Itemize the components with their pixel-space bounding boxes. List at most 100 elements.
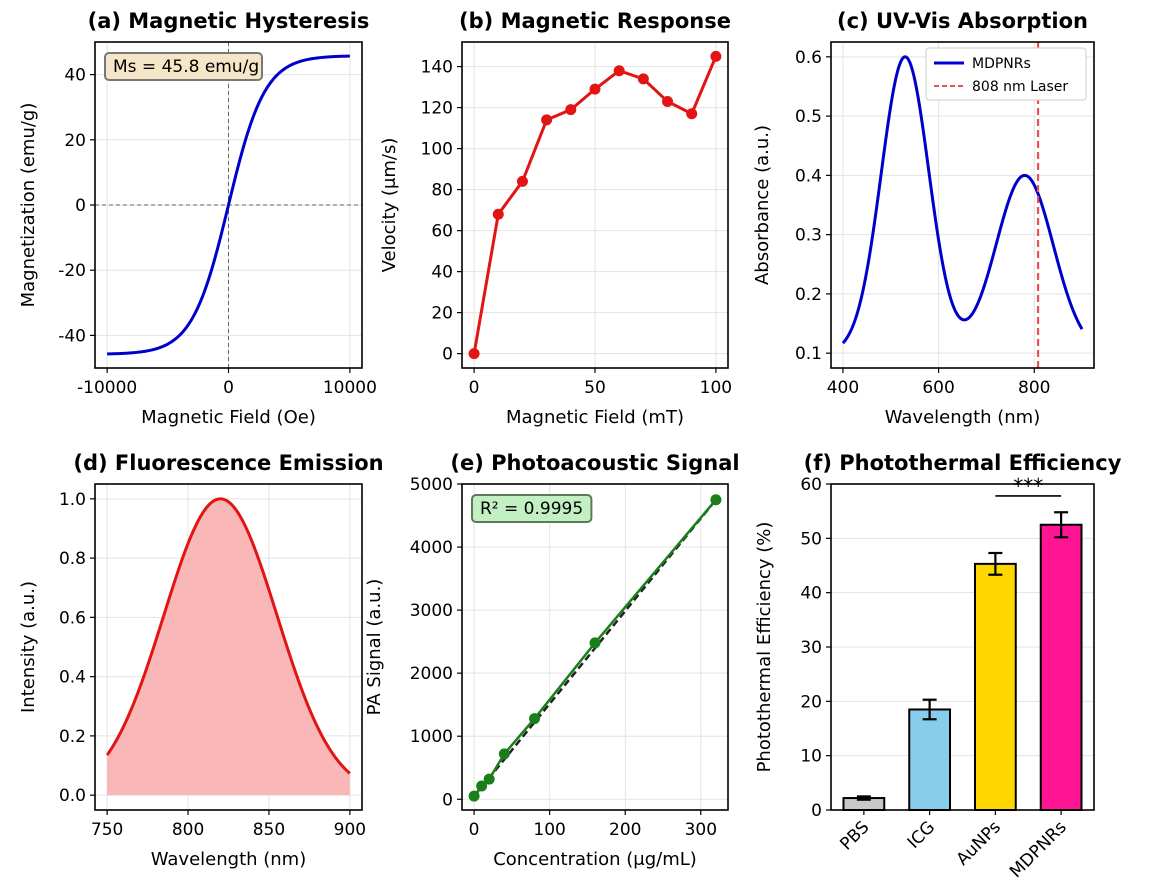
x-tick-label: 50 xyxy=(584,378,606,398)
y-tick-label: 80 xyxy=(431,181,453,201)
x-tick-label: 0 xyxy=(469,378,480,398)
x-tick-label: -10000 xyxy=(77,378,137,398)
ms-annotation: Ms = 45.8 emu/g xyxy=(113,57,259,77)
panel-f: (f) Photothermal Efficiency 0 10 20 30 40 50 60… xyxy=(754,451,1122,882)
y-axis-label: Photothermal Efficiency (%) xyxy=(754,522,775,773)
panel-d: (d) Fluorescence Emission 0.0 0.2 0.4 0.6 0.8… xyxy=(18,451,384,870)
y-axis-label: Absorbance (a.u.) xyxy=(752,125,773,285)
y-tick-label: 2000 xyxy=(410,664,453,684)
data-point xyxy=(468,348,480,360)
y-tick-label: 5000 xyxy=(410,475,453,495)
axes-frame xyxy=(461,483,729,811)
panel-a: (a) Magnetic Hysteresis -40 -20 0 20 40 -10000… xyxy=(18,9,377,428)
ms-annotation-box xyxy=(104,52,263,81)
chart-title: (d) Fluorescence Emission xyxy=(73,451,383,475)
legend-box xyxy=(925,47,1087,101)
legend: MDPNRs 808 nm Laser xyxy=(925,47,1087,101)
y-tick-label: 40 xyxy=(431,263,453,283)
data-point xyxy=(516,175,528,187)
y-tick-label: 0 xyxy=(442,345,453,365)
axes-frame xyxy=(830,483,1095,811)
magnetization-curve xyxy=(107,54,350,356)
x-tick-label: 200 xyxy=(609,820,641,840)
x-tick-label: 750 xyxy=(91,820,123,840)
data-point xyxy=(565,104,577,116)
x-tick-label: 0 xyxy=(223,378,234,398)
y-tick-label: 0.4 xyxy=(795,166,822,186)
data-point xyxy=(613,65,625,77)
data-point xyxy=(662,95,674,107)
y-tick-label: 0.3 xyxy=(795,226,822,246)
y-axis-label: PA Signal (a.u.) xyxy=(364,579,385,716)
axes-frame xyxy=(94,483,363,811)
data-point xyxy=(589,83,601,95)
y-tick-label: 0.2 xyxy=(59,727,86,747)
chart-title: (a) Magnetic Hysteresis xyxy=(88,9,370,33)
plot-area xyxy=(468,50,722,360)
y-tick-label: 0.6 xyxy=(59,608,86,628)
data-point xyxy=(686,108,698,120)
data-point xyxy=(710,494,722,506)
data-point xyxy=(529,713,541,725)
absorbance-curve xyxy=(841,55,1084,345)
y-tick-label: 50 xyxy=(800,529,822,549)
y-tick-label: 0 xyxy=(75,196,86,216)
chart-title: (b) Magnetic Response xyxy=(459,9,731,33)
data-point xyxy=(589,637,601,649)
data-point xyxy=(492,208,504,220)
x-tick-label: 850 xyxy=(253,820,285,840)
emission-curve xyxy=(105,497,351,775)
x-tick-label: 100 xyxy=(700,378,732,398)
panel-e: (e) Photoacoustic Signal0100020003000400… xyxy=(364,451,740,870)
data-point xyxy=(476,780,488,792)
y-tick-label: 40 xyxy=(800,584,822,604)
y-tick-label: 40 xyxy=(64,66,86,86)
chart-title: (f) Photothermal Efficiency xyxy=(804,451,1122,475)
x-tick-label: 800 xyxy=(172,820,204,840)
panel-c: (c) UV-Vis Absorption 0.1 0.2 0.3 0.4 0.5 0.6 4… xyxy=(752,9,1095,428)
y-tick-label: 120 xyxy=(421,99,453,119)
y-tick-label: 100 xyxy=(421,140,453,160)
y-tick-label: 20 xyxy=(800,692,822,712)
emission-fill xyxy=(107,498,350,796)
x-tick-label: 300 xyxy=(685,820,717,840)
x-tick-label: 900 xyxy=(334,820,366,840)
axes-frame xyxy=(461,41,729,369)
chart-title: (c) UV-Vis Absorption xyxy=(837,9,1088,33)
y-tick-label: 140 xyxy=(421,58,453,78)
plot-area xyxy=(105,497,351,796)
plot-area xyxy=(468,494,722,802)
y-tick-label: 10 xyxy=(800,747,822,767)
y-tick-label: 0.0 xyxy=(59,786,86,806)
r2-annotation: R² = 0.9995 xyxy=(480,499,583,519)
y-tick-label: 1.0 xyxy=(59,490,86,510)
y-tick-label: -20 xyxy=(58,261,86,281)
y-tick-label: 0.5 xyxy=(795,107,822,127)
gridlines xyxy=(462,42,728,368)
y-tick-label: 0.1 xyxy=(795,344,822,364)
x-axis-label: Wavelength (nm) xyxy=(885,407,1041,428)
y-tick-label: 1000 xyxy=(410,727,453,747)
y-axis-label: Magnetization (emu/g) xyxy=(18,103,39,308)
y-tick-label: 0.6 xyxy=(795,48,822,68)
y-tick-label: 4000 xyxy=(410,538,453,558)
y-tick-label: 30 xyxy=(800,638,822,658)
y-tick-label: 20 xyxy=(64,131,86,151)
data-point xyxy=(498,748,510,760)
x-axis-label: Wavelength (nm) xyxy=(151,849,307,870)
data-point xyxy=(637,73,649,85)
y-tick-label: -40 xyxy=(58,326,86,346)
y-tick-label: 0.8 xyxy=(59,549,86,569)
x-axis-label: Magnetic Field (Oe) xyxy=(141,407,316,428)
x-tick-label: MDPNRs xyxy=(1006,817,1071,882)
y-axis-label: Velocity (μm/s) xyxy=(379,138,400,273)
axes-frame xyxy=(830,41,1095,369)
y-tick-label: 60 xyxy=(431,222,453,242)
data-point xyxy=(710,50,722,62)
y-tick-label: 0.4 xyxy=(59,668,86,688)
plot-area xyxy=(841,42,1084,368)
chart-title: (e) Photoacoustic Signal xyxy=(450,451,739,475)
bar-mdpnrs xyxy=(1039,523,1083,811)
x-tick-label: 100 xyxy=(533,820,565,840)
